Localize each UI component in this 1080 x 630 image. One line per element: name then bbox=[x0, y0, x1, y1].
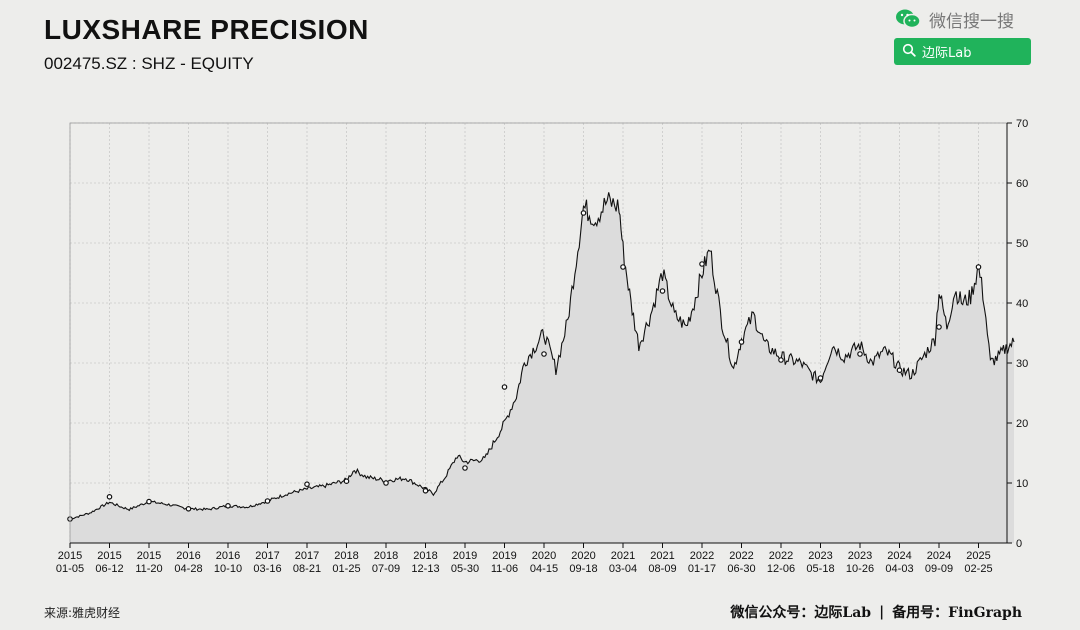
x-tick-year: 2023 bbox=[848, 550, 872, 562]
x-tick-year: 2023 bbox=[808, 550, 832, 562]
ticker-subtitle: 002475.SZ : SHZ - EQUITY bbox=[44, 54, 254, 73]
source-note: 来源:雅虎财经 bbox=[44, 606, 121, 620]
x-tick-date: 04-15 bbox=[530, 563, 558, 575]
x-tick-year: 2022 bbox=[769, 550, 793, 562]
x-tick-date: 03-16 bbox=[253, 563, 281, 575]
data-marker bbox=[264, 498, 271, 504]
data-marker bbox=[659, 288, 666, 294]
x-tick-year: 2019 bbox=[492, 550, 516, 562]
price-area-fill bbox=[70, 192, 1014, 543]
data-marker bbox=[304, 481, 310, 488]
x-tick-date: 05-18 bbox=[806, 563, 834, 575]
backup-account: 备用号：FinGraph bbox=[892, 605, 1022, 621]
x-tick-year: 2021 bbox=[650, 550, 674, 562]
x-tick-year: 2018 bbox=[334, 550, 358, 562]
x-tick-year: 2015 bbox=[97, 550, 121, 562]
y-tick-label: 20 bbox=[1016, 418, 1028, 430]
data-marker bbox=[501, 384, 508, 390]
x-tick-year: 2024 bbox=[927, 550, 951, 562]
y-tick-label: 10 bbox=[1016, 478, 1028, 490]
data-marker bbox=[857, 351, 863, 357]
x-tick-year: 2022 bbox=[729, 550, 753, 562]
x-tick-date: 12-06 bbox=[767, 563, 795, 575]
x-tick-year: 2021 bbox=[611, 550, 635, 562]
y-tick-label: 30 bbox=[1016, 358, 1028, 370]
x-tick-date: 03-04 bbox=[609, 563, 637, 575]
x-tick-date: 06-12 bbox=[95, 563, 123, 575]
x-tick-year: 2017 bbox=[295, 550, 319, 562]
wechat-search-header[interactable]: 微信搜一搜 bbox=[895, 6, 1014, 32]
data-marker bbox=[383, 480, 389, 486]
x-tick-year: 2016 bbox=[216, 550, 240, 562]
x-tick-year: 2019 bbox=[453, 550, 477, 562]
search-icon bbox=[902, 43, 916, 61]
x-tick-year: 2024 bbox=[887, 550, 911, 562]
data-marker bbox=[185, 505, 192, 512]
data-marker bbox=[620, 264, 626, 270]
data-marker bbox=[541, 351, 547, 357]
y-tick-label: 40 bbox=[1016, 298, 1028, 310]
data-marker bbox=[343, 478, 350, 485]
x-tick-year: 2015 bbox=[58, 550, 82, 562]
x-tick-date: 10-26 bbox=[846, 563, 874, 575]
x-tick-date: 11-06 bbox=[491, 563, 518, 575]
x-tick-year: 2020 bbox=[532, 550, 556, 562]
x-axis: 201501-05201506-12201511-20201604-282016… bbox=[56, 542, 1007, 575]
x-tick-date: 09-18 bbox=[569, 563, 597, 575]
x-tick-date: 11-20 bbox=[135, 563, 162, 575]
x-tick-year: 2022 bbox=[690, 550, 714, 562]
x-tick-date: 05-30 bbox=[451, 563, 479, 575]
x-tick-year: 2018 bbox=[374, 550, 398, 562]
x-tick-date: 02-25 bbox=[964, 563, 992, 575]
x-tick-date: 10-10 bbox=[214, 563, 242, 575]
data-marker bbox=[936, 324, 942, 330]
data-marker bbox=[146, 498, 152, 505]
x-tick-date: 01-25 bbox=[332, 563, 360, 575]
y-tick-label: 50 bbox=[1016, 238, 1028, 250]
x-tick-year: 2015 bbox=[137, 550, 161, 562]
data-marker bbox=[699, 261, 705, 267]
footer-separator: | bbox=[879, 604, 885, 620]
x-tick-date: 04-28 bbox=[174, 563, 202, 575]
x-tick-date: 01-17 bbox=[688, 563, 716, 575]
x-tick-date: 07-09 bbox=[372, 563, 400, 575]
footer-accounts: 微信公众号：边际Lab | 备用号：FinGraph bbox=[730, 602, 1022, 622]
x-tick-date: 12-13 bbox=[411, 563, 439, 575]
data-marker bbox=[896, 367, 903, 374]
data-marker bbox=[225, 502, 231, 509]
data-marker bbox=[580, 210, 587, 216]
data-marker bbox=[817, 375, 824, 381]
data-marker bbox=[738, 339, 745, 345]
x-tick-year: 2018 bbox=[413, 550, 437, 562]
y-axis: 0 10 20 30 40 50 60 70 bbox=[1006, 118, 1028, 550]
wechat-search-text: 微信搜一搜 bbox=[929, 11, 1014, 32]
y-tick-label: 70 bbox=[1016, 118, 1028, 130]
x-tick-date: 01-05 bbox=[56, 563, 84, 575]
x-tick-year: 2016 bbox=[176, 550, 200, 562]
x-tick-date: 06-30 bbox=[727, 563, 755, 575]
data-marker bbox=[778, 357, 784, 363]
y-tick-label: 60 bbox=[1016, 178, 1028, 190]
y-tick-label: 0 bbox=[1016, 538, 1022, 550]
chart-title: LUXSHARE PRECISION bbox=[44, 14, 369, 45]
x-tick-date: 09-09 bbox=[925, 563, 953, 575]
data-marker bbox=[975, 264, 982, 270]
x-tick-date: 08-09 bbox=[648, 563, 676, 575]
data-marker bbox=[422, 487, 429, 494]
data-marker bbox=[106, 493, 113, 500]
x-tick-date: 04-03 bbox=[885, 563, 913, 575]
x-tick-year: 2025 bbox=[966, 550, 990, 562]
data-marker bbox=[462, 465, 468, 471]
x-tick-date: 08-21 bbox=[293, 563, 321, 575]
x-tick-year: 2017 bbox=[255, 550, 279, 562]
wechat-icon bbox=[895, 8, 921, 30]
x-tick-year: 2020 bbox=[571, 550, 595, 562]
search-button[interactable]: 边际Lab bbox=[894, 38, 1031, 65]
search-button-label: 边际Lab bbox=[922, 46, 972, 61]
wechat-account: 微信公众号：边际Lab bbox=[730, 605, 872, 621]
